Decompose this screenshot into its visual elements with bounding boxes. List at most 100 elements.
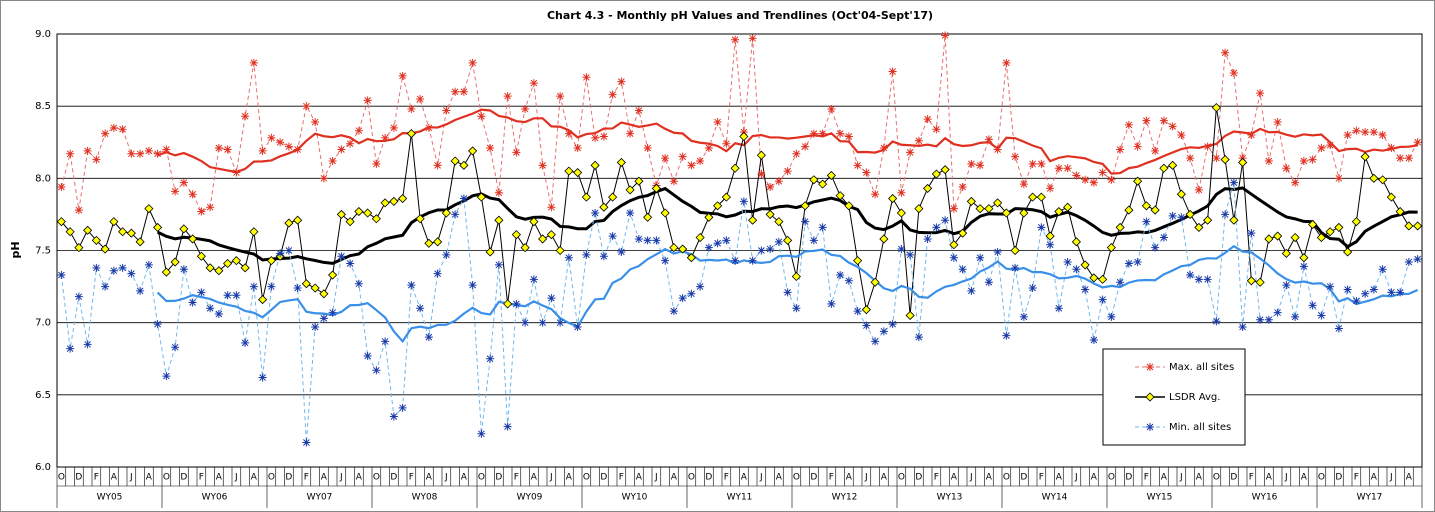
marker — [276, 138, 285, 147]
marker — [100, 244, 110, 254]
marker — [1072, 171, 1081, 180]
x-tick-label: D — [1125, 473, 1132, 483]
marker — [1229, 178, 1238, 187]
marker — [1413, 138, 1422, 147]
x-tick-label: D — [495, 473, 502, 483]
marker — [249, 58, 258, 67]
marker — [424, 333, 433, 342]
marker — [345, 217, 355, 227]
marker — [389, 412, 398, 421]
marker — [136, 149, 145, 158]
x-tick-label: F — [1144, 473, 1149, 483]
x-tick-label: J — [1074, 473, 1078, 483]
marker — [118, 263, 127, 272]
marker — [520, 243, 530, 253]
marker — [161, 267, 171, 277]
marker — [1185, 209, 1195, 219]
marker — [249, 227, 259, 237]
x-tick-label: J — [444, 473, 448, 483]
marker — [1221, 210, 1230, 219]
marker — [967, 159, 976, 168]
marker — [582, 250, 591, 259]
marker — [1308, 301, 1317, 310]
marker — [1186, 271, 1195, 280]
x-tick-label: J — [339, 473, 343, 483]
marker — [722, 236, 731, 245]
marker — [590, 160, 600, 170]
y-tick-label: 7.5 — [35, 246, 51, 257]
marker — [1326, 282, 1335, 291]
marker — [127, 149, 136, 158]
group-label: WY08 — [412, 493, 438, 503]
x-tick-label: D — [600, 473, 607, 483]
marker — [941, 216, 950, 225]
marker — [1106, 243, 1116, 253]
marker — [1037, 223, 1046, 232]
x-tick-label: F — [829, 473, 834, 483]
marker — [564, 253, 573, 262]
marker — [1343, 247, 1353, 257]
marker — [1352, 126, 1361, 135]
marker — [748, 34, 757, 43]
marker — [599, 202, 609, 212]
marker — [651, 183, 661, 194]
marker — [1404, 258, 1413, 267]
x-tick-label: O — [793, 473, 800, 483]
marker — [459, 194, 468, 203]
marker — [310, 283, 320, 293]
marker — [1413, 255, 1422, 264]
marker — [529, 217, 539, 227]
marker — [1089, 178, 1098, 187]
marker — [407, 281, 416, 290]
marker — [56, 217, 66, 227]
marker — [1028, 192, 1038, 202]
marker — [792, 304, 801, 313]
marker — [765, 209, 775, 219]
marker — [1334, 174, 1343, 183]
marker — [1264, 234, 1274, 244]
marker — [896, 208, 906, 218]
marker — [993, 198, 1003, 208]
marker — [1081, 285, 1090, 294]
marker — [249, 282, 258, 291]
group-label: WY14 — [1042, 493, 1068, 503]
marker — [687, 161, 696, 170]
marker — [197, 207, 206, 216]
marker — [363, 208, 373, 218]
marker — [1203, 215, 1213, 225]
marker — [266, 256, 276, 266]
marker — [1282, 164, 1291, 173]
marker — [713, 118, 722, 127]
marker — [170, 257, 180, 267]
marker — [503, 299, 513, 309]
marker — [678, 244, 688, 254]
marker — [879, 234, 889, 244]
x-tick-label: A — [776, 473, 783, 483]
marker — [582, 73, 591, 82]
marker — [1141, 201, 1151, 211]
marker — [1255, 277, 1265, 287]
marker — [1194, 222, 1204, 232]
marker — [993, 145, 1002, 154]
marker — [713, 201, 723, 211]
marker — [958, 228, 968, 238]
marker — [284, 142, 293, 151]
marker — [1351, 217, 1361, 227]
marker — [923, 115, 932, 124]
marker — [109, 123, 118, 132]
marker — [818, 223, 827, 232]
marker — [1098, 274, 1108, 284]
marker — [258, 146, 267, 155]
marker — [1291, 312, 1300, 321]
marker — [1264, 157, 1273, 166]
marker — [1387, 144, 1396, 153]
marker — [783, 235, 793, 245]
x-tick-label: A — [111, 473, 118, 483]
marker — [521, 318, 530, 327]
marker — [809, 129, 818, 138]
marker — [1028, 159, 1037, 168]
marker — [906, 148, 915, 157]
marker — [179, 265, 188, 274]
marker — [591, 208, 600, 217]
marker — [853, 161, 862, 170]
